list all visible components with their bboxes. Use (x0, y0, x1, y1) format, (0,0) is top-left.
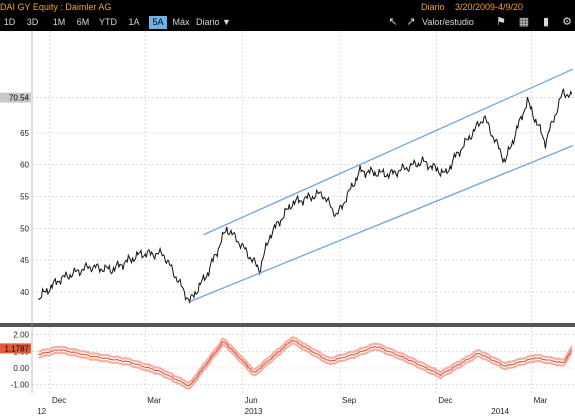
y-tick-label: 60 (20, 161, 29, 170)
x-tick-label: Dec (438, 396, 452, 405)
x-tick-label: Mar (534, 396, 548, 405)
channel-lower-line (189, 145, 574, 303)
x-year-label: 2013 (245, 407, 263, 416)
table-icon[interactable]: ▦ (518, 16, 530, 28)
gear-icon[interactable]: ⚙ (562, 16, 572, 28)
toolbar: 1D 3D 1M 6M YTD 1A 5A Máx Diario ▼ ↖ ↗ V… (0, 14, 575, 31)
grid (32, 31, 575, 393)
x-year-label: 12 (37, 407, 46, 416)
last-price-tag (0, 92, 31, 103)
oscillator-tick-label: 2.00 (13, 331, 29, 340)
x-tick-label: Sep (342, 396, 357, 405)
y-tick-label: 50 (20, 224, 29, 233)
period-button-ytd[interactable]: YTD (99, 17, 117, 27)
channel-upper-line (203, 68, 574, 236)
x-tick-label: Jun (245, 396, 258, 405)
range-label: Diario (421, 2, 445, 12)
period-button-6m[interactable]: 6M (76, 17, 90, 27)
x-tick-label: Mar (147, 396, 161, 405)
period-button-5a[interactable]: 5A (149, 16, 167, 29)
period-button-max[interactable]: Máx (172, 17, 190, 27)
window-title: DAI GY Equity : Daimler AG (0, 2, 112, 12)
period-button-1m[interactable]: 1M (52, 17, 66, 27)
title-bar: DAI GY Equity : Daimler AG Diario 3/20/2… (0, 0, 575, 14)
oscillator-value-label: 1.1787 (5, 344, 30, 353)
line-chart-icon[interactable]: ↗ (406, 16, 416, 28)
x-year-label: 2014 (491, 407, 509, 416)
y-tick-label: 55 (20, 193, 29, 202)
zoom-icon[interactable]: ↖ (388, 16, 398, 28)
period-button-1a[interactable]: 1A (128, 17, 140, 27)
frequency-dropdown[interactable]: Diario ▼ (196, 16, 231, 29)
y-tick-label: 40 (20, 288, 29, 297)
oscillator-band-lower (38, 341, 573, 390)
x-tick-label: Dec (52, 396, 66, 405)
period-button-3d[interactable]: 3D (26, 17, 39, 27)
last-price-label: 70.54 (9, 94, 30, 103)
frequency-label: Diario (196, 17, 220, 27)
price-chart[interactable]: 40455055606570.5470.542.001.000.00-1.001… (0, 31, 575, 417)
y-tick-label: 45 (20, 256, 29, 265)
date-range[interactable]: 3/20/2009-4/9/20 (455, 2, 524, 12)
oscillator-line (38, 339, 573, 387)
panel-divider (0, 323, 575, 327)
price-line (38, 88, 573, 304)
oscillator-tick-label: 0.00 (13, 364, 29, 373)
chevron-down-icon: ▼ (222, 17, 231, 27)
oscillator-tick-label: -1.00 (11, 381, 30, 390)
bar-chart-icon[interactable]: ▮ (542, 16, 550, 28)
valor-estudio-button[interactable]: Valor/estudio (422, 17, 474, 27)
oscillator-value-tag (0, 343, 31, 354)
period-button-1d[interactable]: 1D (3, 17, 16, 27)
y-tick-label: 65 (20, 129, 29, 138)
oscillator-band-upper (38, 335, 573, 384)
flag-icon[interactable]: ⚑ (496, 16, 506, 28)
